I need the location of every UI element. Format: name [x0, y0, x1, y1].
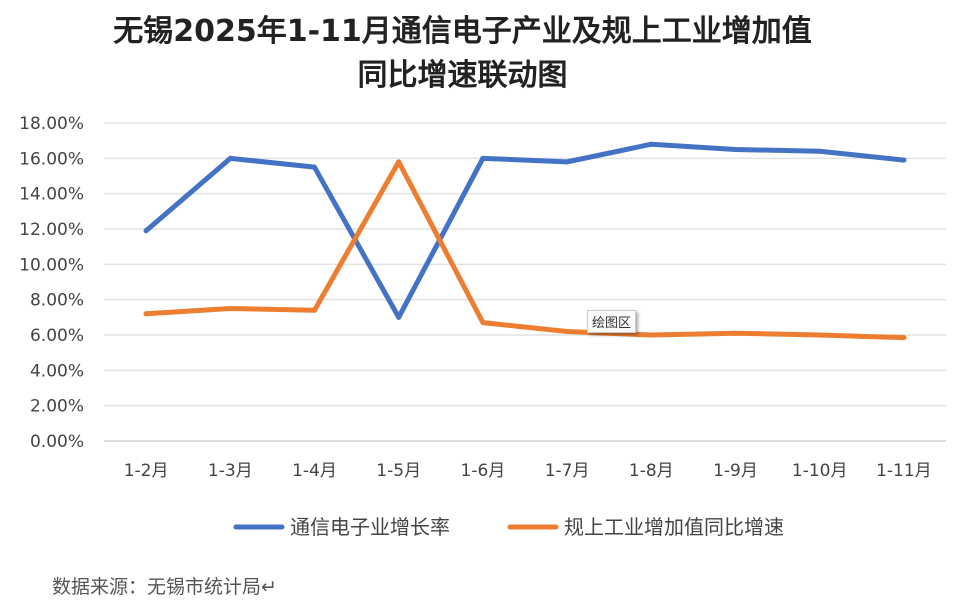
- y-tick-label: 2.00%: [30, 397, 84, 417]
- data-point: [901, 157, 907, 163]
- y-tick-label: 6.00%: [30, 326, 84, 346]
- legend-label: 规上工业增加值同比增速: [564, 515, 784, 539]
- y-tick-label: 14.00%: [19, 185, 84, 205]
- data-point: [312, 164, 317, 170]
- series-line-2: [143, 159, 907, 341]
- data-point: [564, 328, 570, 334]
- data-point: [143, 228, 149, 234]
- y-tick-label: 8.00%: [30, 291, 84, 311]
- data-point: [817, 332, 823, 338]
- data-point: [901, 335, 907, 341]
- y-tick-label: 16.00%: [19, 149, 84, 169]
- data-point: [396, 314, 402, 320]
- data-point: [312, 307, 317, 313]
- data-point: [648, 141, 654, 147]
- y-tick-label: 18.00%: [19, 114, 84, 134]
- y-tick-label: 0.00%: [30, 432, 84, 452]
- data-point: [817, 148, 823, 154]
- y-tick-label: 10.00%: [19, 255, 84, 275]
- chart-title-line2: 同比增速联动图: [357, 58, 568, 93]
- chart-title: 无锡2025年1-11月通信电子产业及规上工业增加值: [113, 14, 812, 49]
- x-tick-label: 1-11月: [876, 461, 932, 481]
- y-tick-label: 4.00%: [30, 361, 84, 381]
- data-point: [227, 155, 233, 161]
- x-tick-label: 1-8月: [629, 461, 674, 481]
- data-point: [143, 311, 149, 317]
- data-point: [480, 320, 486, 326]
- y-tick-label: 12.00%: [19, 220, 84, 240]
- x-tick-label: 1-9月: [713, 461, 758, 481]
- series-line-1: [143, 141, 907, 320]
- x-tick-label: 1-7月: [545, 461, 590, 481]
- data-point: [733, 147, 738, 152]
- data-point: [564, 159, 570, 165]
- legend-label: 通信电子业增长率: [290, 515, 450, 539]
- data-point: [648, 332, 654, 338]
- data-point: [396, 159, 402, 165]
- data-point: [480, 155, 486, 161]
- data-point: [227, 306, 233, 311]
- x-tick-label: 1-2月: [124, 461, 169, 481]
- tooltip: 绘图区: [587, 310, 637, 333]
- x-tick-label: 1-10月: [792, 461, 848, 481]
- x-tick-label: 1-6月: [461, 461, 506, 481]
- source-note: 数据来源：无锡市统计局↵: [52, 576, 277, 598]
- x-tick-label: 1-3月: [208, 461, 253, 481]
- x-tick-label: 1-5月: [376, 461, 421, 481]
- data-point: [733, 330, 738, 336]
- x-tick-label: 1-4月: [292, 461, 337, 481]
